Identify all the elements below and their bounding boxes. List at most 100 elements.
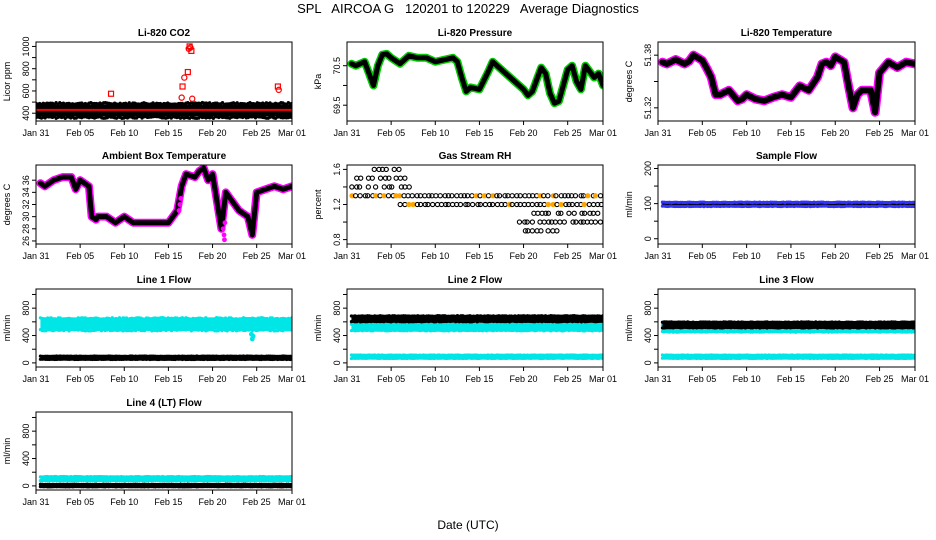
y-tick-label: 400 (332, 328, 342, 343)
x-tick-label: Feb 25 (554, 374, 582, 384)
data-point (502, 193, 508, 199)
x-tick-label: Feb 25 (243, 128, 271, 138)
data-point (457, 201, 464, 208)
data-point (422, 201, 428, 208)
x-tick-label: Mar 01 (901, 374, 929, 384)
x-tick-label: Feb 05 (377, 374, 405, 384)
y-tick-label: 800 (21, 301, 31, 316)
data-point (385, 193, 392, 199)
x-tick-label: Feb 05 (688, 374, 716, 384)
x-tick-label: Feb 15 (154, 374, 182, 384)
plot-area (347, 49, 603, 108)
plot-frame (35, 288, 293, 368)
data-point (443, 201, 449, 208)
x-axis-title: Date (UTC) (437, 518, 499, 532)
data-point (558, 201, 564, 208)
x-tick-label: Feb 10 (421, 128, 449, 138)
data-point (572, 193, 579, 199)
data-point (537, 219, 543, 225)
data-point (554, 228, 560, 234)
chart-title: Line 2 Flow (448, 275, 503, 286)
data-point (578, 193, 584, 199)
data-point (463, 201, 469, 208)
data-point (179, 83, 186, 90)
x-tick-label: Jan 31 (644, 374, 671, 384)
x-tick-label: Feb 20 (821, 251, 849, 261)
series-pressure (347, 49, 603, 108)
data-point (222, 237, 227, 243)
x-tick-label: Mar 01 (901, 128, 929, 138)
rh-level (349, 193, 603, 199)
data-point (553, 193, 559, 199)
x-tick-label: Feb 15 (777, 251, 805, 261)
data-point (522, 219, 528, 225)
data-point (546, 219, 552, 225)
data-point (398, 184, 405, 190)
data-point (581, 201, 587, 208)
chart-line3: Line 3 Flow ml/min 0 400 800 Jan 31 Feb 05 Feb … (624, 275, 929, 384)
y-axis-label: kPa (313, 74, 323, 90)
y-tick-label: 69.5 (332, 96, 342, 114)
plot-frame (657, 288, 916, 368)
data-point (397, 175, 404, 181)
x-tick-label: Mar 01 (278, 497, 306, 507)
data-point (437, 193, 443, 199)
data-point (406, 201, 412, 208)
data-point (549, 219, 555, 225)
data-point (509, 193, 515, 199)
chart-title: Sample Flow (756, 151, 817, 162)
data-point (529, 228, 536, 234)
x-tick-label: Mar 01 (278, 374, 306, 384)
data-point (406, 184, 412, 190)
y-axis-label: ml/min (2, 438, 12, 465)
x-tick-label: Jan 31 (22, 128, 49, 138)
plot-area (349, 314, 603, 361)
data-point (365, 193, 371, 199)
rh-level (522, 228, 560, 234)
y-tick-label: 800 (332, 301, 342, 316)
chart-line4: Line 4 (LT) Flow ml/min 0 400 800 Jan 31 Feb 0… (2, 398, 306, 507)
data-point (181, 74, 188, 81)
data-point (545, 193, 551, 199)
data-point (587, 210, 593, 216)
series-sample (660, 200, 915, 209)
y-tick-label: 30 (21, 212, 31, 222)
x-tick-label: Feb 10 (110, 251, 138, 261)
y-axis-label: ml/min (2, 315, 12, 342)
series-rh-levels (349, 166, 603, 234)
chart-line1: Line 1 Flow ml/min 0 400 800 Jan 31 Feb 05 Feb … (2, 275, 306, 384)
x-tick-label: Feb 15 (154, 497, 182, 507)
data-point (382, 175, 389, 181)
y-tick-label: 51.32 (643, 97, 653, 120)
x-tick-label: Feb 20 (510, 128, 538, 138)
data-point (393, 175, 399, 181)
data-point (482, 201, 489, 208)
series-line1-black (38, 354, 292, 362)
data-point (597, 219, 603, 225)
data-point (409, 193, 415, 199)
chart-title: Line 1 Flow (137, 275, 192, 286)
data-point (386, 184, 392, 190)
data-point (592, 193, 599, 199)
chart-sample: Sample Flow ml/min 0 100 200 Jan 31 Feb 05 Feb … (624, 151, 929, 261)
x-tick-label: Feb 20 (510, 374, 538, 384)
y-tick-label: 36 (21, 175, 31, 185)
data-point (365, 184, 371, 190)
x-tick-label: Feb 20 (199, 128, 227, 138)
x-tick-label: Feb 05 (66, 128, 94, 138)
data-point (250, 333, 256, 339)
x-tick-label: Jan 31 (22, 497, 49, 507)
x-tick-label: Jan 31 (22, 374, 49, 384)
data-point (585, 193, 591, 199)
x-tick-label: Mar 01 (278, 251, 306, 261)
data-point (581, 210, 588, 216)
data-point (590, 201, 597, 208)
y-tick-label: 70.5 (332, 57, 342, 75)
series-line4-black (38, 482, 292, 489)
chart-line2: Line 2 Flow ml/min 0 400 800 Jan 31 Feb 05 Feb … (313, 275, 617, 384)
data-point (189, 95, 196, 102)
data-point (545, 228, 551, 234)
data-point (220, 226, 226, 232)
chart-title: Line 3 Flow (759, 275, 814, 286)
